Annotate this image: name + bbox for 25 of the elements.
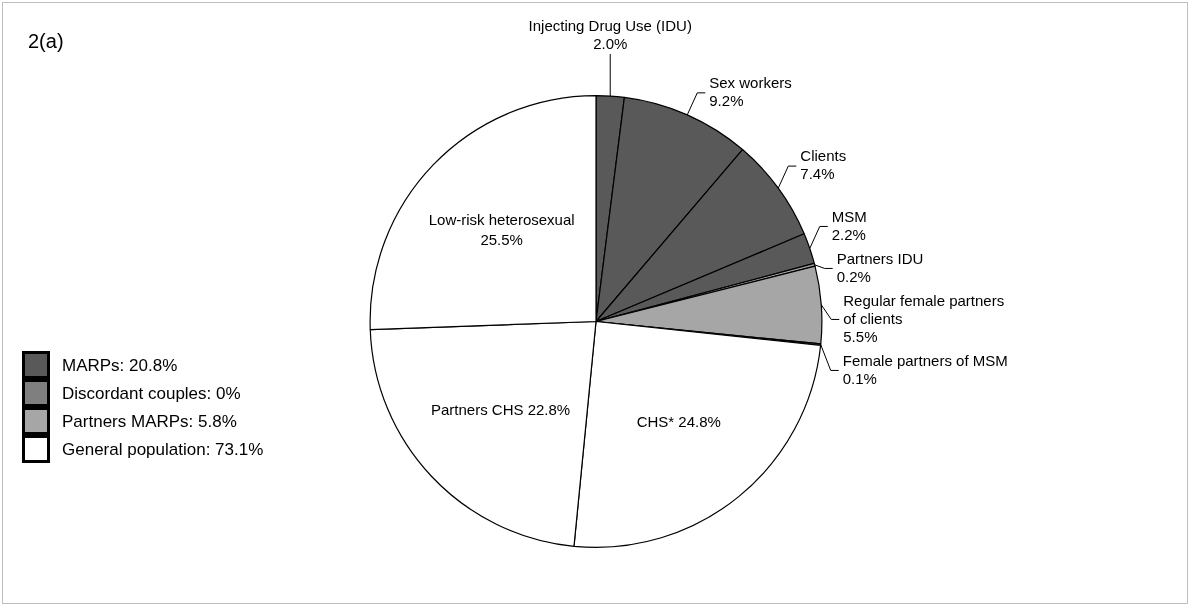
data-label: 5.5% bbox=[843, 327, 878, 345]
text: MARPs: 20.8% bbox=[62, 356, 178, 376]
data-label: 0.1% bbox=[842, 369, 877, 387]
text: 2(a) bbox=[28, 30, 64, 53]
text: General population: 73.1% bbox=[62, 440, 264, 460]
text: Partners MARPs: 5.8% bbox=[62, 412, 237, 432]
slice-label: CHS* bbox=[636, 413, 675, 431]
slice-label: Injecting Drug Use (IDU) bbox=[528, 17, 692, 35]
slice-label: Female partners of MSM bbox=[842, 351, 1008, 369]
data-label: 0.2% bbox=[836, 267, 871, 285]
slice-label: Partners CHS bbox=[430, 401, 524, 419]
slice-label: Clients bbox=[800, 147, 847, 165]
text: Discordant couples: 0% bbox=[62, 384, 241, 404]
slice-label: MSM bbox=[831, 207, 867, 225]
data-label: 24.8% bbox=[678, 413, 721, 431]
slice-label: Partners IDU bbox=[836, 249, 924, 267]
data-label: 2.0% bbox=[593, 35, 628, 53]
slice-label: Low-risk heterosexual bbox=[428, 210, 575, 228]
data-label: 22.8% bbox=[527, 401, 571, 419]
data-label: 2.2% bbox=[831, 225, 866, 243]
data-label: 9.2% bbox=[709, 92, 744, 109]
data-label: 25.5% bbox=[480, 230, 523, 248]
data-label: 7.4% bbox=[800, 165, 835, 183]
slice-label: Sex workers bbox=[709, 74, 792, 91]
slice-label: Regular female partners of clients bbox=[843, 291, 1005, 327]
